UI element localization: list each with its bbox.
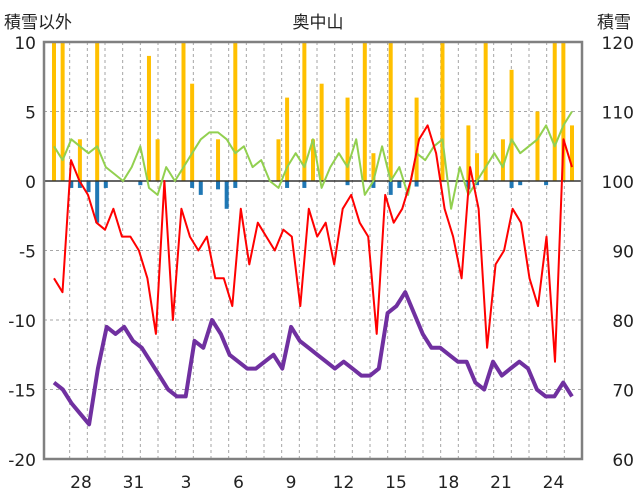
negative-bar	[138, 181, 143, 186]
x-tick-label: 31	[123, 473, 145, 493]
precip-bar	[285, 97, 290, 181]
negative-bar	[371, 181, 376, 188]
precip-bar	[276, 139, 281, 181]
negative-bar	[86, 181, 91, 193]
x-tick-label: 12	[333, 473, 355, 493]
precip-bar	[345, 97, 350, 181]
right-tick-label: 90	[612, 243, 634, 263]
temperature-line	[53, 124, 573, 363]
precip-bar	[155, 139, 160, 181]
left-tick-label: 10	[14, 34, 36, 54]
negative-bar	[518, 181, 523, 186]
negative-bar	[388, 181, 393, 195]
left-axis-title: 積雪以外	[4, 13, 72, 33]
precip-bar	[77, 139, 82, 181]
precip-bar	[552, 42, 557, 181]
x-tick-label: 9	[286, 473, 297, 493]
precip-bar	[509, 69, 514, 181]
right-tick-label: 100	[602, 173, 634, 193]
precip-bar	[362, 42, 367, 181]
precip-bar	[302, 42, 307, 181]
precip-bar	[561, 42, 566, 181]
negative-bar	[233, 181, 238, 188]
left-tick-label: -20	[8, 451, 36, 471]
precip-bar	[60, 42, 65, 181]
precip-bar	[388, 42, 393, 181]
x-tick-label: 28	[70, 473, 92, 493]
negative-bar	[198, 181, 203, 195]
negative-bar	[216, 181, 221, 190]
precip-bar	[570, 125, 574, 181]
x-tick-label: 18	[438, 473, 460, 493]
precip-bar	[181, 42, 186, 181]
right-tick-label: 110	[602, 104, 634, 124]
left-tick-label: -15	[8, 382, 36, 402]
precip-bar	[466, 125, 471, 181]
negative-bar	[95, 181, 100, 223]
precip-bar	[216, 139, 221, 181]
plot-frame	[42, 40, 584, 461]
right-tick-label: 120	[602, 34, 634, 54]
negative-bar	[77, 181, 82, 188]
negative-bar	[224, 181, 229, 209]
left-tick-label: 0	[25, 173, 36, 193]
precip-bar	[475, 153, 480, 181]
precip-bar	[319, 83, 324, 181]
negative-bar	[414, 181, 419, 187]
negative-bar	[397, 181, 402, 188]
left-tick-label: -5	[19, 243, 36, 263]
negative-bar	[475, 181, 480, 186]
left-tick-label: 5	[25, 104, 36, 124]
precip-bar	[414, 97, 419, 181]
x-tick-label: 21	[490, 473, 512, 493]
precip-bar	[440, 42, 445, 181]
negative-bar	[69, 181, 74, 188]
x-tick-label: 6	[233, 473, 244, 493]
precip-bar	[483, 42, 488, 181]
negative-bar	[190, 181, 195, 188]
negative-bar	[285, 181, 290, 188]
right-tick-label: 80	[612, 312, 634, 332]
precip-bar	[311, 139, 315, 181]
precip-bar	[371, 153, 376, 181]
right-tick-label: 70	[612, 382, 634, 402]
chart-title: 奥中山	[293, 13, 344, 33]
right-axis-title: 積雪	[597, 13, 631, 33]
right-tick-label: 60	[612, 451, 634, 471]
negative-bar	[103, 181, 108, 188]
x-tick-label: 24	[543, 473, 565, 493]
precip-bar	[500, 139, 505, 181]
negative-bar	[302, 181, 307, 188]
precip-bar	[535, 111, 540, 181]
precip-bar	[233, 42, 238, 181]
left-tick-label: -10	[8, 312, 36, 332]
precip-bar	[95, 42, 100, 181]
negative-bar	[544, 181, 549, 186]
negative-bar	[509, 181, 514, 188]
negative-bar	[345, 181, 350, 186]
precip-bar	[52, 42, 56, 181]
precip-bar	[190, 83, 195, 181]
precip-bar	[146, 55, 151, 181]
x-tick-label: 15	[385, 473, 407, 493]
snow_depth-line	[52, 290, 574, 427]
x-tick-label: 3	[181, 473, 192, 493]
humidity_like-line	[53, 110, 573, 210]
